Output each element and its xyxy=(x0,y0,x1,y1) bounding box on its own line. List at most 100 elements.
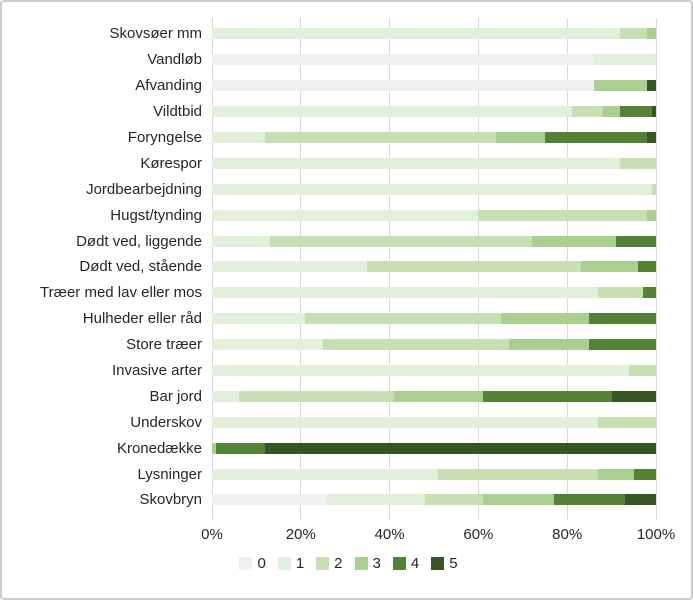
bar-segment-1 xyxy=(212,287,599,299)
legend-label: 4 xyxy=(410,555,420,572)
x-axis: 0% 20% 40% 60% 80% 100% xyxy=(2,526,691,546)
chart-row: Underskov xyxy=(2,409,656,435)
bar-segment-4 xyxy=(553,494,625,506)
stacked-bar xyxy=(212,54,656,66)
bar-segment-3 xyxy=(647,28,656,40)
category-label: Skovbryn xyxy=(139,491,202,509)
bar-segment-1 xyxy=(212,28,621,40)
category-label: Afvanding xyxy=(135,77,202,95)
bar-segment-3 xyxy=(496,132,545,143)
stacked-bar xyxy=(212,494,656,506)
legend-item: 4 xyxy=(392,555,420,572)
bar-segment-4 xyxy=(616,235,656,247)
bar-segment-5 xyxy=(651,106,656,118)
x-tick-label: 60% xyxy=(463,526,494,543)
bar-segment-4 xyxy=(638,261,656,273)
bar-segment-5 xyxy=(265,442,656,454)
bar-segment-1 xyxy=(212,106,572,118)
legend-item: 0 xyxy=(239,556,266,571)
category-label: Underskov xyxy=(130,413,202,431)
stacked-bar xyxy=(212,28,656,40)
category-label: Foryngelse xyxy=(127,129,202,146)
stacked-bar xyxy=(212,339,656,351)
category-label: Vildtbid xyxy=(153,103,202,121)
stacked-bar xyxy=(212,106,656,118)
chart-row: Jordbearbejdning xyxy=(2,176,656,202)
stacked-bar xyxy=(212,416,656,428)
bar-segment-0 xyxy=(212,494,328,506)
bar-segment-2 xyxy=(478,209,648,221)
bar-segment-5 xyxy=(611,390,656,402)
legend: 0 1 2 3 4 5 xyxy=(2,555,691,572)
bar-segment-4 xyxy=(589,313,656,325)
bar-segment-1 xyxy=(212,235,270,247)
category-label: Kørespor xyxy=(140,154,202,172)
bar-segment-2 xyxy=(620,157,656,169)
category-label: Invasive arter xyxy=(111,362,202,380)
category-label: Dødt ved, stående xyxy=(79,258,202,276)
bar-segment-2 xyxy=(367,261,581,273)
legend-swatch xyxy=(316,557,330,570)
bar-segment-5 xyxy=(624,494,656,506)
bar-segment-3 xyxy=(394,390,483,402)
bar-segment-1 xyxy=(212,390,239,402)
category-label: Dødt ved, liggende xyxy=(76,232,202,250)
chart-row: Lysninger xyxy=(2,461,656,487)
bar-segment-3 xyxy=(598,468,634,480)
category-label: Lysninger xyxy=(137,465,202,483)
chart-row: Dødt ved, liggende xyxy=(2,228,656,254)
chart-row: Vildtbid xyxy=(2,99,656,125)
bar-segment-3 xyxy=(509,339,590,351)
legend-label: 5 xyxy=(449,555,458,572)
bar-segment-3 xyxy=(531,235,617,247)
x-tick-label: 40% xyxy=(374,526,405,543)
chart-row: Træer med lav eller mos xyxy=(2,280,656,306)
bar-segment-3 xyxy=(500,313,590,325)
bar-segment-3 xyxy=(593,80,648,92)
bar-segment-2 xyxy=(651,183,656,195)
bar-segment-2 xyxy=(598,416,656,428)
legend-item: 5 xyxy=(431,555,458,572)
stacked-bar xyxy=(212,235,656,247)
chart-row: Kronedække xyxy=(2,435,656,461)
bar-segment-2 xyxy=(571,106,603,118)
bar-segment-3 xyxy=(212,442,217,454)
stacked-bar xyxy=(212,261,656,273)
bar-segment-5 xyxy=(647,80,656,92)
bar-segment-2 xyxy=(629,365,656,377)
stacked-bar xyxy=(212,209,656,221)
bar-segment-1 xyxy=(212,339,323,351)
bar-segment-4 xyxy=(589,339,656,351)
bar-segment-1 xyxy=(327,494,426,506)
bar-segment-2 xyxy=(425,494,483,506)
stacked-bar xyxy=(212,287,656,299)
chart-row: Vandløb xyxy=(2,47,656,73)
bar-segment-0 xyxy=(212,80,594,92)
bar-segment-4 xyxy=(633,468,656,480)
bar-segment-4 xyxy=(482,390,612,402)
bar-segment-1 xyxy=(212,157,621,169)
bar-segment-1 xyxy=(212,313,306,325)
chart-row: Bar jord xyxy=(2,383,656,409)
bar-segment-2 xyxy=(305,313,501,325)
chart-row: Foryngelse xyxy=(2,125,656,151)
legend-swatch xyxy=(431,557,445,570)
bar-segment-1 xyxy=(212,132,266,143)
stacked-bar xyxy=(212,183,656,195)
category-label: Store træer xyxy=(126,336,202,354)
chart-row: Invasive arter xyxy=(2,358,656,384)
category-label: Hugst/tynding xyxy=(110,206,202,224)
x-tick-label: 20% xyxy=(285,526,316,543)
stacked-bar xyxy=(212,365,656,377)
x-tick-label: 80% xyxy=(552,526,583,543)
category-label: Skovsøer mm xyxy=(109,25,202,43)
bar-segment-2 xyxy=(438,468,599,480)
stacked-bar xyxy=(212,390,656,402)
legend-swatch xyxy=(239,557,253,570)
category-label: Træer med lav eller mos xyxy=(40,284,202,302)
category-label: Jordbearbejdning xyxy=(86,180,202,198)
bar-segment-2 xyxy=(620,28,648,40)
chart-row: Hugst/tynding xyxy=(2,202,656,228)
stacked-bar xyxy=(212,442,656,454)
